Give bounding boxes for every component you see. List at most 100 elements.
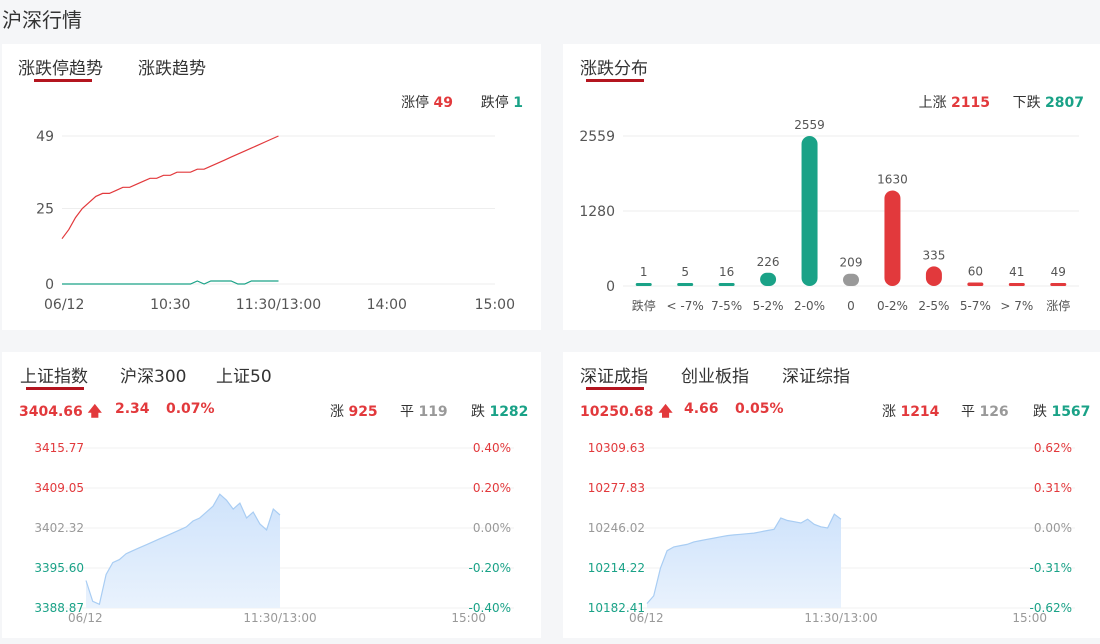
distribution-chart: 2559 1280 0 1 跌停 5 < -7% 16 7-5% 226 5-2% 2559 2-0% 2… <box>579 118 1079 313</box>
category-label: 0 <box>847 299 855 313</box>
pct-tick-label: -0.62% <box>1030 601 1072 615</box>
pct-tick-label: 0.00% <box>473 521 511 535</box>
category-label: > 7% <box>1000 299 1033 313</box>
x-tick-label: 15:00 <box>1012 611 1047 625</box>
sz-down-value: 1567 <box>1051 404 1091 420</box>
y-tick-label: 3402.32 <box>34 521 84 535</box>
tab-rise-fall-trend[interactable]: 涨跌趋势 <box>138 59 206 79</box>
category-label: 跌停 <box>632 298 656 313</box>
sz-up-label: 涨 <box>882 404 896 420</box>
bar-value-label: 1 <box>640 265 648 279</box>
tab-chinext[interactable]: 创业板指 <box>681 367 749 387</box>
sz-flat-value: 126 <box>979 404 1009 420</box>
up-count-value: 2115 <box>951 95 990 111</box>
up-arrow-icon: 🡅 <box>87 404 103 420</box>
distribution-bar <box>884 190 901 286</box>
y-tick-label: 2559 <box>579 129 615 145</box>
x-tick-label: 15:00 <box>451 611 486 625</box>
bar-value-label: 5 <box>681 265 689 279</box>
pct-tick-label: -0.40% <box>469 601 511 615</box>
sh-down-stat: 跌 1282 <box>471 401 528 421</box>
sh-index-chart: 3415.77 0.40% 3409.05 0.20% 3402.32 0.00% 3395… <box>34 441 514 625</box>
tab-distribution[interactable]: 涨跌分布 <box>580 59 648 79</box>
tab-sse50[interactable]: 上证50 <box>216 367 272 387</box>
pct-tick-label: 0.20% <box>473 481 511 495</box>
index-line <box>85 493 281 606</box>
sh-price-value: 3404.66 <box>19 404 83 420</box>
y-tick-label: 10277.83 <box>588 481 645 495</box>
pct-tick-label: 0.40% <box>473 441 511 455</box>
tab-limit-trend[interactable]: 涨跌停趋势 <box>18 59 103 79</box>
bar-value-label: 226 <box>757 255 780 269</box>
category-label: 涨停 <box>1046 298 1070 313</box>
y-tick-label: 3409.05 <box>34 481 84 495</box>
sz-change: 4.66 <box>684 401 719 417</box>
limit-trend-card: 涨跌停趋势 涨跌趋势 涨停 49 跌停 1 49 25 0 06/12 10:30 11:… <box>2 44 541 330</box>
down-count-value: 2807 <box>1045 95 1084 111</box>
pct-tick-label: 0.00% <box>1034 521 1072 535</box>
limit-down-stat: 跌停 1 <box>481 92 523 112</box>
index-line <box>646 513 842 604</box>
pct-tick-label: 0.31% <box>1034 481 1072 495</box>
x-tick-label: 11:30/13:00 <box>236 297 321 313</box>
sh-flat-value: 119 <box>418 404 448 420</box>
down-count-stat: 下跌 2807 <box>1013 92 1084 112</box>
y-tick-label: 0 <box>45 277 54 293</box>
bar-value-label: 1630 <box>877 172 908 186</box>
category-label: < -7% <box>667 299 704 313</box>
sh-flat-label: 平 <box>400 404 414 420</box>
sz-up-stat: 涨 1214 <box>882 401 939 421</box>
distribution-bar <box>635 283 652 286</box>
sz-flat-stat: 平 126 <box>961 401 1009 421</box>
bar-value-label: 49 <box>1051 265 1066 279</box>
sh-change: 2.34 <box>115 401 150 417</box>
bar-value-label: 209 <box>840 256 863 270</box>
distribution-bar <box>925 266 942 286</box>
y-tick-label: 10214.22 <box>588 561 645 575</box>
distribution-bar <box>718 283 735 286</box>
limit-up-value: 49 <box>433 95 453 111</box>
bar-value-label: 41 <box>1009 265 1024 279</box>
y-tick-label: 3395.60 <box>34 561 84 575</box>
sh-down-value: 1282 <box>489 404 529 420</box>
category-label: 2-5% <box>918 299 949 313</box>
limit-down-label: 跌停 <box>480 95 509 111</box>
distribution-bar <box>843 273 859 286</box>
x-tick-label: 06/12 <box>629 611 664 625</box>
distribution-bar <box>1008 283 1025 286</box>
index-area <box>647 514 841 608</box>
distribution-bar <box>677 283 694 286</box>
tab-sz-composite[interactable]: 深证综指 <box>782 367 850 387</box>
page-title: 沪深行情 <box>2 8 82 32</box>
tab-sh-composite[interactable]: 上证指数 <box>20 367 88 387</box>
category-label: 5-7% <box>960 299 991 313</box>
y-tick-label: 1280 <box>579 204 615 220</box>
x-tick-label: 06/12 <box>44 297 84 313</box>
distribution-bar <box>1050 283 1067 286</box>
x-tick-label: 14:00 <box>367 297 407 313</box>
sh-flat-stat: 平 119 <box>400 401 448 421</box>
y-tick-label: 3415.77 <box>34 441 84 455</box>
tab-sz-component[interactable]: 深证成指 <box>580 367 648 387</box>
x-tick-label: 15:00 <box>475 297 515 313</box>
distribution-bar <box>967 282 984 286</box>
x-tick-label: 11:30/13:00 <box>243 611 316 625</box>
active-tab-underline <box>26 387 84 390</box>
distribution-card: 涨跌分布 上涨 2115 下跌 2807 2559 1280 0 1 跌停 5 < -7% 1… <box>563 44 1100 330</box>
limit-trend-chart: 49 25 0 06/12 10:30 11:30/13:00 14:00 15:00 <box>36 129 515 313</box>
sz-down-label: 跌 <box>1033 404 1047 420</box>
limit-up-label: 涨停 <box>401 95 430 111</box>
y-tick-label: 3388.87 <box>34 601 84 615</box>
sz-flat-label: 平 <box>961 404 975 420</box>
sh-up-value: 925 <box>348 404 378 420</box>
sh-up-label: 涨 <box>330 404 344 420</box>
up-count-stat: 上涨 2115 <box>919 92 990 112</box>
x-tick-label: 06/12 <box>68 611 103 625</box>
tab-csi300[interactable]: 沪深300 <box>120 367 187 387</box>
limit-up-stat: 涨停 49 <box>401 92 453 112</box>
bar-value-label: 60 <box>968 264 983 278</box>
bar-value-label: 2559 <box>794 118 825 132</box>
pct-tick-label: -0.31% <box>1030 561 1072 575</box>
category-label: 7-5% <box>711 299 742 313</box>
active-tab-underline <box>586 79 644 82</box>
